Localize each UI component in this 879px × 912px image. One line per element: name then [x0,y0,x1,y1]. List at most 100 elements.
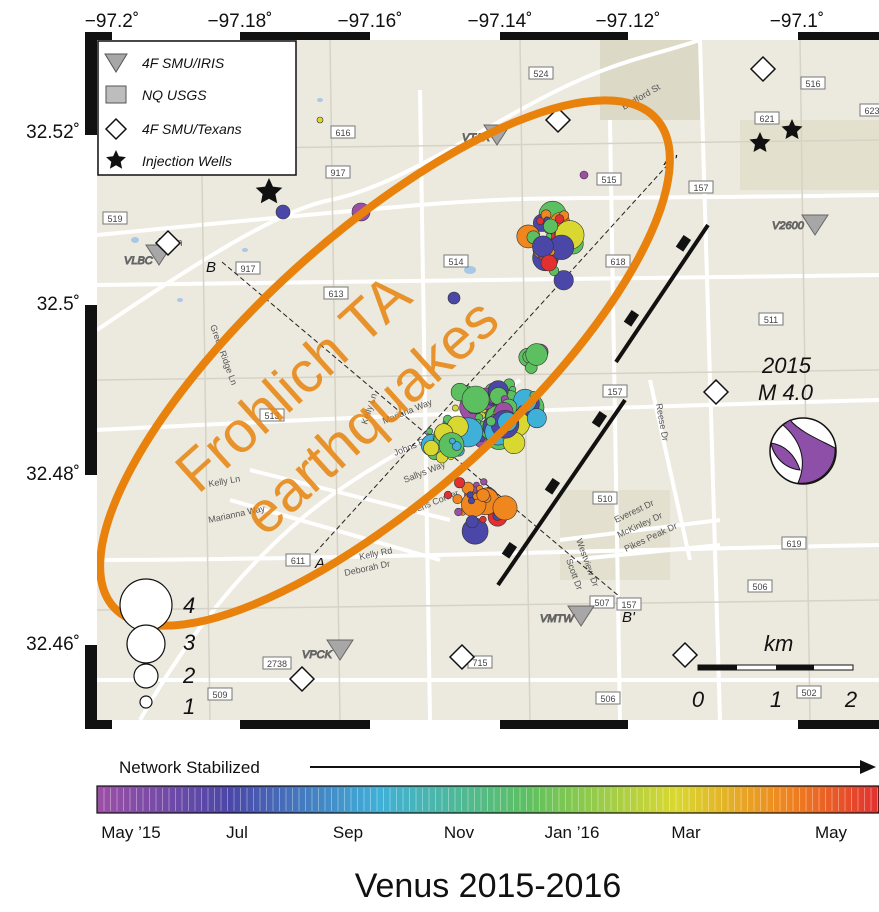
earthquake-event [449,437,456,445]
earthquake-event [451,404,459,412]
earthquake-event [526,408,547,429]
road-network [97,40,879,720]
svg-text:511: 511 [764,315,778,325]
route-shield: 157 [688,180,714,194]
route-shield: 2738 [262,656,292,670]
inverted-triangle-icon [104,53,128,73]
route-shield: 715 [467,655,493,669]
diamond-icon [671,641,699,669]
section-label-b-prime: B' [622,609,636,626]
route-shield: 519 [102,211,128,225]
colorbar-label: May ’15 [101,823,161,842]
route-shield: 157 [616,597,642,611]
earthquake-event [454,507,463,517]
network-stabilized-label: Network Stabilized [119,758,260,777]
route-shield: 513 [259,408,285,422]
svg-text:611: 611 [291,556,305,566]
lat-tick-label: 32.48˚ [26,464,80,485]
route-shield: 616 [330,125,356,139]
cross-section-b [221,261,621,598]
svg-text:715: 715 [472,658,487,668]
route-shield: 613 [323,286,349,300]
svg-text:157: 157 [621,600,636,610]
lon-tick-label: −97.2˚ [85,11,139,32]
route-shield: 623 [859,103,879,117]
star-icon [106,150,126,169]
urban-area [740,120,879,190]
legend-label: Injection Wells [142,153,232,169]
colorbar-gradient [96,785,879,814]
colorbar-label: Jan ’16 [545,823,600,842]
svg-text:524: 524 [533,69,548,79]
earthquake-events [275,116,589,545]
scale-label: 2 [844,687,857,712]
inverted-triangle-icon [801,214,829,236]
scale-label: 1 [770,687,782,712]
svg-text:623: 623 [864,106,879,116]
magnitude-label: 1 [183,694,195,719]
arrow-head-icon [860,760,876,774]
station-label: VLBC [124,255,153,267]
diamond-icon [749,55,777,83]
legend-label: NQ USGS [142,87,207,103]
route-shield: 917 [235,261,261,275]
station-label: V2600 [772,220,805,232]
urban-area [600,40,700,120]
earthquake-event [447,291,461,305]
latitude-labels: 32.52˚ 32.5˚ 32.48˚ 32.46˚ [26,122,80,655]
mechanism-magnitude: M 4.0 [758,380,814,405]
route-shield: 157 [602,384,628,398]
lon-tick-label: −97.14˚ [468,11,533,32]
earthquake-event [452,494,463,505]
legend-label: 4F SMU/Texans [142,121,242,137]
svg-text:506: 506 [752,582,767,592]
earthquake-event [451,441,462,451]
star-icon [781,119,803,139]
cross-section-lines [221,159,673,598]
route-shield: 524 [528,66,554,80]
earthquake-event [554,214,565,224]
earthquake-event [426,427,433,435]
svg-text:616: 616 [335,128,350,138]
svg-text:621: 621 [759,114,774,124]
magnitude-label: 3 [183,630,196,655]
magnitude-label: 2 [182,663,195,688]
svg-text:502: 502 [801,688,816,698]
section-label-b: B [206,259,216,276]
earthquake-event [461,385,490,414]
svg-text:157: 157 [693,183,708,193]
svg-text:515: 515 [601,175,616,185]
diamond-icon [288,665,316,693]
earthquake-event [479,515,487,524]
earthquake-event [532,235,554,258]
fault-lines [496,223,710,587]
svg-text:917: 917 [330,168,345,178]
route-shield: 516 [800,76,826,90]
station-label: VPCK [302,649,333,661]
square-icon [105,85,127,104]
section-label-a: A [314,555,325,572]
route-shield: 506 [747,579,773,593]
earthquake-event [466,491,474,499]
texan-stations [154,55,777,693]
lat-tick-label: 32.52˚ [26,122,80,143]
route-shield: 509 [207,687,233,701]
route-shield: 502 [796,685,822,699]
scale-label: 0 [692,687,705,712]
earthquake-event [540,254,558,272]
ponds [131,98,476,302]
svg-text:509: 509 [212,690,227,700]
star-icon [255,178,283,204]
svg-text:514: 514 [448,257,463,267]
route-shield: 917 [325,165,351,179]
scale-unit: km [764,631,793,656]
route-shield: 514 [443,254,469,268]
earthquake-event [438,432,465,458]
magnitude-label: 4 [183,593,195,618]
mechanism-year: 2015 [761,353,812,378]
colorbar-label: Nov [444,823,475,842]
longitude-labels: −97.2˚ −97.18˚ −97.16˚ −97.14˚ −97.12˚ −… [85,11,824,32]
earthquake-event [476,488,490,502]
earthquake-event [465,515,479,529]
svg-text:513: 513 [264,411,279,421]
